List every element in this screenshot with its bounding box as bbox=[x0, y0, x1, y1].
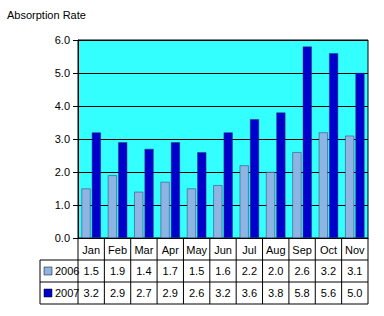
svg-text:2.2: 2.2 bbox=[242, 265, 257, 277]
svg-text:May: May bbox=[186, 244, 207, 256]
svg-text:3.2: 3.2 bbox=[84, 287, 99, 299]
svg-text:Sep: Sep bbox=[292, 244, 312, 256]
svg-text:1.5: 1.5 bbox=[84, 265, 99, 277]
svg-text:3.6: 3.6 bbox=[242, 287, 257, 299]
svg-text:2.0: 2.0 bbox=[55, 166, 70, 178]
svg-text:1.6: 1.6 bbox=[215, 265, 230, 277]
svg-text:Absorption Rate: Absorption Rate bbox=[7, 9, 86, 21]
svg-text:2.9: 2.9 bbox=[163, 287, 178, 299]
svg-text:0.0: 0.0 bbox=[55, 232, 70, 244]
svg-text:Nov: Nov bbox=[345, 244, 365, 256]
svg-text:3.0: 3.0 bbox=[55, 133, 70, 145]
svg-text:Jul: Jul bbox=[242, 244, 256, 256]
svg-text:3.2: 3.2 bbox=[215, 287, 230, 299]
svg-text:1.4: 1.4 bbox=[136, 265, 151, 277]
svg-text:5.0: 5.0 bbox=[347, 287, 362, 299]
svg-text:2.6: 2.6 bbox=[294, 265, 309, 277]
svg-text:3.2: 3.2 bbox=[321, 265, 336, 277]
svg-text:2.6: 2.6 bbox=[189, 287, 204, 299]
svg-text:Apr: Apr bbox=[162, 244, 179, 256]
svg-text:5.0: 5.0 bbox=[55, 67, 70, 79]
svg-text:1.7: 1.7 bbox=[163, 265, 178, 277]
svg-text:2007: 2007 bbox=[55, 287, 79, 299]
svg-text:3.8: 3.8 bbox=[268, 287, 283, 299]
svg-text:1.5: 1.5 bbox=[189, 265, 204, 277]
svg-text:1.9: 1.9 bbox=[110, 265, 125, 277]
svg-text:2006: 2006 bbox=[55, 265, 79, 277]
svg-text:5.8: 5.8 bbox=[294, 287, 309, 299]
svg-text:4.0: 4.0 bbox=[55, 100, 70, 112]
svg-text:6.0: 6.0 bbox=[55, 34, 70, 46]
svg-text:Oct: Oct bbox=[320, 244, 337, 256]
svg-text:Jun: Jun bbox=[214, 244, 232, 256]
svg-text:2.7: 2.7 bbox=[136, 287, 151, 299]
svg-text:5.6: 5.6 bbox=[321, 287, 336, 299]
svg-text:2.0: 2.0 bbox=[268, 265, 283, 277]
svg-text:Feb: Feb bbox=[108, 244, 127, 256]
svg-text:Jan: Jan bbox=[82, 244, 100, 256]
svg-text:Mar: Mar bbox=[134, 244, 153, 256]
svg-text:Aug: Aug bbox=[266, 244, 286, 256]
svg-text:1.0: 1.0 bbox=[55, 199, 70, 211]
svg-text:3.1: 3.1 bbox=[347, 265, 362, 277]
svg-text:2.9: 2.9 bbox=[110, 287, 125, 299]
